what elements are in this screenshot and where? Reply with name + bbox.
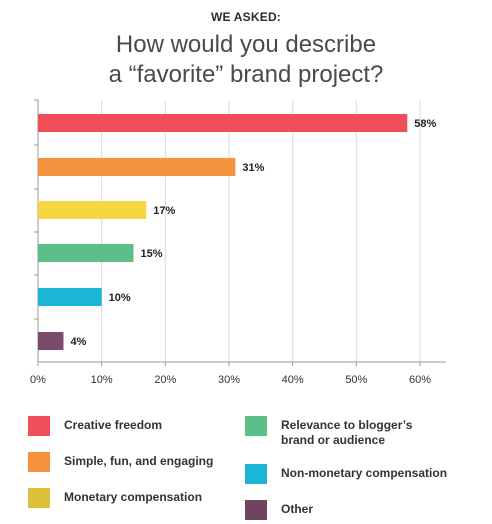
chart-kicker: WE ASKED: — [210, 10, 282, 24]
x-tick-label: 60% — [409, 374, 431, 386]
bar — [38, 288, 102, 306]
bar — [38, 201, 147, 219]
legend-swatch — [28, 452, 50, 472]
bar-value-label: 10% — [109, 292, 131, 304]
legend-swatch — [245, 464, 267, 484]
bar-chart: 0% 10% 20% 30% 40% 50% 60% 58% 31% 17% 15% 10% 4% — [30, 99, 446, 386]
bar-value-label: 15% — [141, 248, 163, 260]
legend-item: Relevance to blogger’s brand or audience — [245, 416, 481, 448]
legend-label: Simple, fun, and engaging — [64, 454, 214, 468]
x-tick-label: 0% — [30, 374, 46, 386]
legend-swatch — [28, 488, 50, 508]
legend-label: Creative freedom — [64, 418, 163, 432]
chart-title-line-1: How would you describe — [115, 31, 377, 58]
chart-title-line-2: a “favorite” brand project? — [108, 61, 384, 88]
legend-item: Other — [245, 500, 481, 520]
chart-title: How would you describe a “favorite” bran… — [0, 30, 492, 90]
legend-swatch — [28, 416, 50, 436]
bar — [38, 332, 64, 350]
legend-label: Monetary compensation — [64, 490, 203, 504]
x-tick-label: 40% — [282, 374, 304, 386]
bar — [38, 244, 134, 262]
bar-value-label: 4% — [70, 336, 86, 348]
legend-swatch — [245, 416, 267, 436]
x-tick-label: 10% — [91, 374, 113, 386]
x-tick-label: 30% — [218, 374, 240, 386]
x-tick-label: 50% — [345, 374, 367, 386]
legend-item: Simple, fun, and engaging — [28, 452, 264, 472]
legend-item: Creative freedom — [28, 416, 264, 436]
legend-label: Relevance to blogger’s brand or audience — [281, 418, 413, 447]
bar — [38, 114, 408, 132]
x-tick-label: 20% — [154, 374, 176, 386]
bar-value-label: 58% — [414, 118, 436, 130]
legend-label: Other — [281, 502, 314, 516]
legend-item: Monetary compensation — [28, 488, 264, 508]
legend-swatch — [245, 500, 267, 520]
legend-item: Non-monetary compensation — [245, 464, 481, 484]
legend-label: Non-monetary compensation — [281, 466, 448, 480]
bar — [38, 158, 236, 176]
bar-value-label: 31% — [242, 162, 264, 174]
bar-value-label: 17% — [153, 205, 175, 217]
